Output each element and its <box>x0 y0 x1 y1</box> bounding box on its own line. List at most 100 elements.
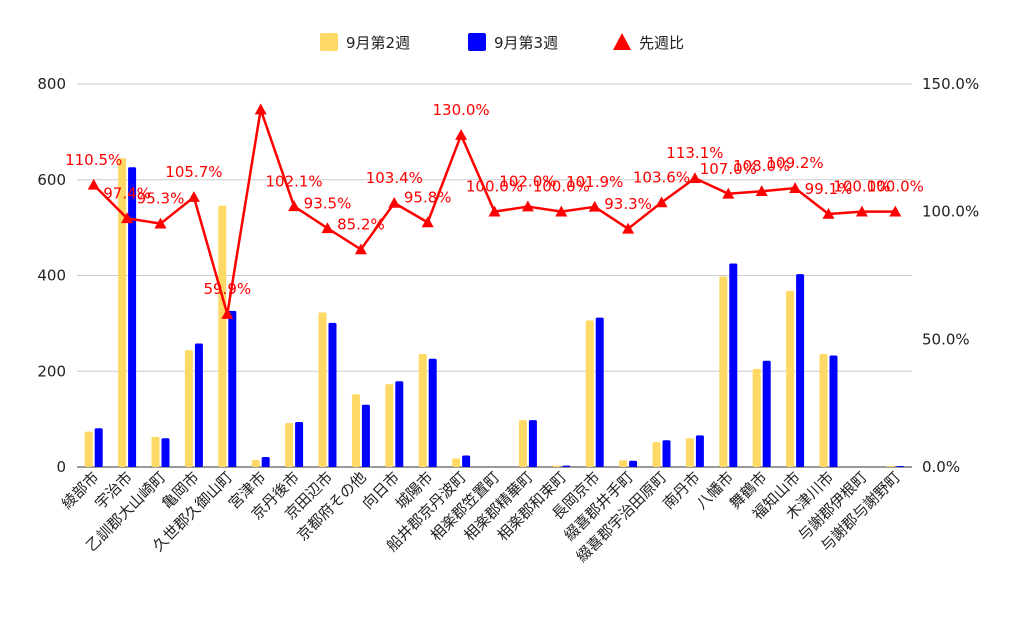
bar-series-1 <box>518 420 527 467</box>
line-marker-triangle <box>187 191 200 202</box>
y-right-tick-label: 100.0% <box>922 203 979 221</box>
legend-swatch-series-1 <box>320 33 338 51</box>
y-left-tick-label: 600 <box>37 171 66 189</box>
data-label: 130.0% <box>432 101 489 119</box>
bar-series-2 <box>228 310 237 467</box>
y-right-tick-label: 150.0% <box>922 75 979 93</box>
line-marker-triangle <box>388 196 401 208</box>
bar-series-1 <box>786 290 795 467</box>
bar-series-2 <box>361 404 370 467</box>
y-right-tick-label: 0.0% <box>922 458 960 476</box>
data-label: 100.0% <box>533 178 590 196</box>
data-label: 99.1% <box>805 180 853 198</box>
bar-series-2 <box>128 167 137 468</box>
line-marker-triangle <box>588 200 601 212</box>
data-label: 95.8% <box>404 188 452 206</box>
line-marker-triangle <box>87 178 100 190</box>
bar-series-1 <box>184 350 193 467</box>
line-marker-triangle <box>622 222 635 234</box>
data-label: 109.2% <box>766 154 823 172</box>
data-label: 103.4% <box>366 169 423 187</box>
line-marker-triangle <box>121 212 134 224</box>
bar-series-2 <box>829 355 838 467</box>
data-label: 102.0% <box>499 173 556 191</box>
y-right-tick-label: 50.0% <box>922 330 970 348</box>
line-marker-triangle <box>722 187 735 199</box>
x-category-label: 向日市 <box>359 468 404 513</box>
bar-series-1 <box>318 312 327 467</box>
line-marker-triangle <box>254 103 267 115</box>
line-marker-triangle <box>154 217 167 229</box>
data-label: 100.0% <box>833 178 890 196</box>
line-marker-triangle <box>421 216 434 228</box>
bar-series-2 <box>695 435 704 467</box>
bar-series-2 <box>629 460 638 467</box>
data-label: 105.7% <box>165 163 222 181</box>
bar-series-2 <box>595 317 604 467</box>
bar-series-2 <box>896 466 905 467</box>
y-left-tick-label: 400 <box>37 267 66 285</box>
line-marker-triangle <box>488 205 501 217</box>
line-marker-triangle <box>321 222 334 234</box>
bar-series-1 <box>84 431 93 467</box>
legend-swatch-line <box>613 33 631 50</box>
bar-series-1 <box>285 422 294 467</box>
bar-series-1 <box>619 460 628 467</box>
bar-series-2 <box>462 455 471 467</box>
y-left-tick-label: 200 <box>37 362 66 380</box>
bar-series-1 <box>652 442 661 467</box>
x-category-label: 南丹市 <box>659 468 704 513</box>
line-marker-triangle <box>789 182 802 193</box>
bar-series-1 <box>452 458 461 467</box>
bar-series-2 <box>94 428 103 467</box>
line-marker-triangle <box>655 196 668 208</box>
data-label: 101.9% <box>566 173 623 191</box>
line-marker-triangle <box>822 207 835 219</box>
bar-series-2 <box>194 343 203 467</box>
bar-series-1 <box>552 465 561 467</box>
legend-label: 9月第3週 <box>494 34 558 52</box>
data-label: 113.1% <box>666 144 723 162</box>
line-marker-triangle <box>221 308 234 319</box>
legend-label: 9月第2週 <box>346 34 410 52</box>
bar-series-1 <box>719 276 728 467</box>
line-marker-triangle <box>455 129 468 140</box>
bar-series-1 <box>819 354 828 467</box>
bar-series-2 <box>395 381 404 467</box>
bar-series-1 <box>385 384 394 467</box>
bar-series-1 <box>218 205 227 468</box>
bar-series-2 <box>328 322 337 467</box>
legend-swatch-series-2 <box>468 33 486 51</box>
bar-series-1 <box>418 354 427 467</box>
line-marker-triangle <box>555 205 568 217</box>
bar-series-1 <box>351 394 360 467</box>
line-marker-triangle <box>889 205 902 217</box>
data-label: 95.3% <box>137 190 185 208</box>
bar-series-1 <box>118 158 127 468</box>
data-label: 102.1% <box>265 172 322 190</box>
bar-series-2 <box>662 440 671 467</box>
data-label: 110.5% <box>65 151 122 169</box>
bar-series-1 <box>251 459 260 467</box>
bar-series-2 <box>796 274 805 467</box>
bar-series-2 <box>295 421 304 467</box>
data-label: 93.5% <box>304 194 352 212</box>
data-label: 100.0% <box>867 178 924 196</box>
legend-label: 先週比 <box>639 34 684 52</box>
line-marker-triangle <box>855 205 868 217</box>
bar-series-1 <box>151 436 160 467</box>
data-label: 100.0% <box>466 178 523 196</box>
line-marker-triangle <box>521 200 534 212</box>
x-category-label: 八幡市 <box>693 468 738 513</box>
bar-series-1 <box>685 438 694 467</box>
data-label: 103.6% <box>633 168 690 186</box>
line-marker-triangle <box>354 243 367 255</box>
bar-series-2 <box>729 263 738 467</box>
line-marker-triangle <box>288 200 301 212</box>
bar-series-2 <box>161 438 170 467</box>
bar-series-1 <box>886 466 895 467</box>
line-marker-triangle <box>688 172 701 184</box>
data-label: 93.3% <box>604 195 652 213</box>
